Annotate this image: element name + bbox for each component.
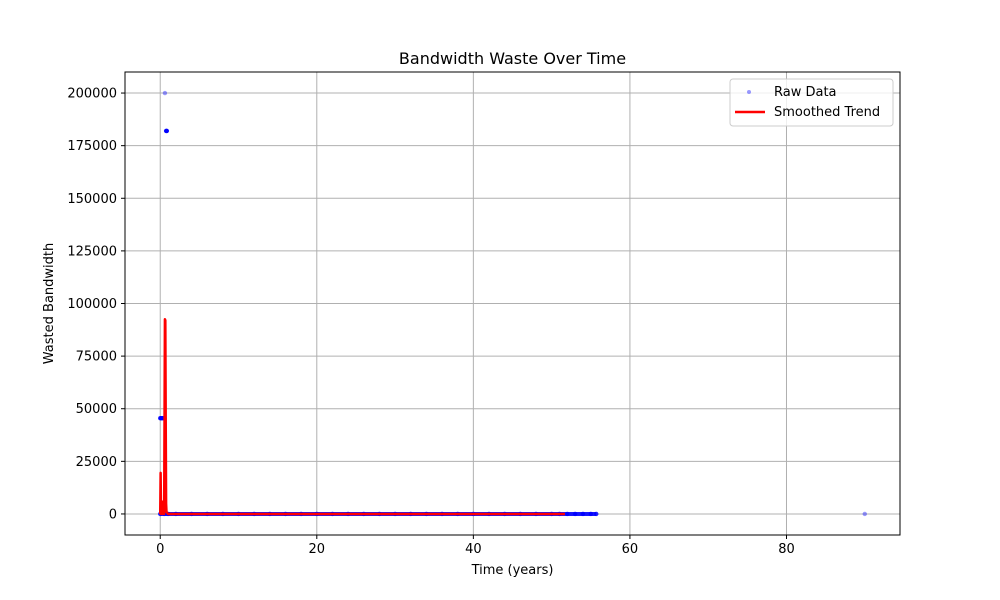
y-tick-label: 0 [109,507,117,522]
y-tick-label: 50000 [76,402,117,417]
y-tick-label: 150000 [67,192,117,207]
legend-smoothed-trend-label: Smoothed Trend [774,105,880,120]
raw-data-point [862,511,867,517]
y-axis-label: Wasted Bandwidth [42,243,57,364]
smoothed-trend-line [158,318,565,516]
x-tick-label: 0 [156,542,164,557]
y-tick-label: 100000 [67,297,117,312]
y-tick-label: 25000 [76,455,117,470]
y-tick-label: 200000 [67,87,117,102]
raw-data-point [588,511,593,517]
y-tick-label: 175000 [67,139,117,154]
plot-area [158,90,867,517]
legend: Raw Data Smoothed Trend [729,78,894,127]
x-axis-label: Time (years) [471,563,554,578]
legend-raw-data-label: Raw Data [774,85,837,100]
x-tick-label: 40 [465,542,482,557]
y-tick-label: 75000 [76,350,117,365]
legend-raw-data-marker [747,90,751,94]
raw-data-point [580,511,586,517]
raw-data-point [565,511,570,517]
raw-data-point [162,90,168,96]
raw-data-point [594,511,599,517]
raw-data-point [572,511,578,517]
x-tick-label: 60 [622,542,639,557]
axis-ticks: 0 20 40 60 80 0 25000 50000 75000 100000 125000 150… [67,87,794,557]
raw-data-point [164,128,170,134]
x-tick-label: 20 [309,542,326,557]
legend-frame [729,78,894,127]
grid [125,72,900,535]
y-tick-label: 125000 [67,244,117,259]
x-tick-label: 80 [778,542,795,557]
chart-title: Bandwidth Waste Over Time [399,49,626,68]
